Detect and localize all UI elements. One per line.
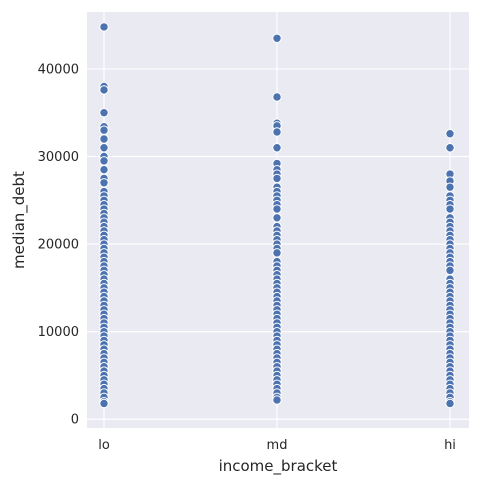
data-point-lo	[99, 22, 109, 32]
data-point-md	[272, 248, 282, 258]
data-point-md	[272, 92, 282, 102]
data-point-lo	[99, 164, 109, 175]
data-point-hi	[445, 204, 455, 214]
data-point-lo	[99, 143, 109, 153]
data-point-hi	[445, 398, 455, 409]
x-axis-label: income_bracket	[219, 457, 338, 476]
data-point-lo	[99, 178, 109, 188]
y-tick-label: 20000	[38, 238, 79, 253]
data-point-md	[272, 33, 282, 43]
x-tick-label: hi	[444, 438, 456, 453]
data-point-lo	[99, 125, 109, 135]
x-tick-label: md	[267, 438, 288, 453]
x-tick-label: lo	[98, 438, 110, 453]
data-point-lo	[99, 108, 109, 118]
y-tick-label: 40000	[38, 62, 79, 77]
y-tick-label: 30000	[38, 150, 79, 165]
data-point-md	[272, 204, 282, 214]
data-point-md	[272, 173, 282, 184]
data-point-md	[272, 395, 282, 405]
data-point-md	[272, 143, 282, 153]
y-tick-label: 10000	[38, 325, 79, 340]
data-point-lo	[99, 398, 109, 409]
data-points	[99, 22, 455, 409]
data-point-md	[272, 213, 282, 223]
data-point-hi	[445, 182, 455, 192]
data-point-lo	[99, 134, 109, 144]
data-point-md	[272, 127, 282, 137]
data-point-lo	[99, 85, 109, 95]
tick-labels: 0 10000 20000 30000 40000 lo md hi	[38, 62, 456, 453]
data-point-hi	[445, 143, 455, 153]
data-point-hi	[445, 265, 455, 276]
data-point-lo	[99, 156, 109, 166]
y-axis-label: median_debt	[10, 171, 29, 269]
y-tick-label: 0	[71, 413, 79, 428]
data-point-hi	[445, 129, 455, 139]
